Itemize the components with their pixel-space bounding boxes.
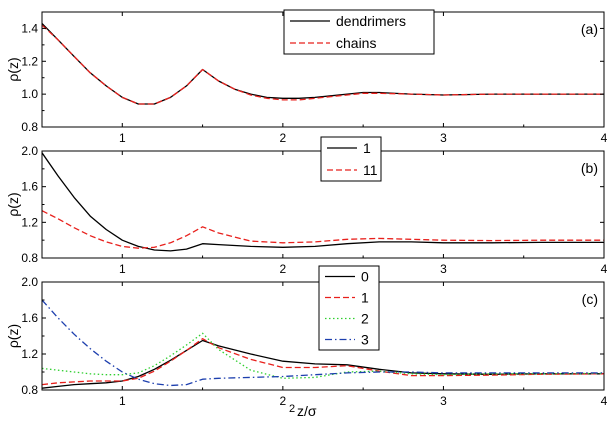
panel-0: 1 2 3 4 0.8 1.0 1.2 1.4 ρ(z) (a) dendrimers chains [5, 9, 608, 145]
x-tick-label-0-2: 3 [440, 131, 447, 145]
x-tick-label-0-1: 2 [280, 131, 287, 145]
series-line-2-3 [42, 299, 604, 387]
y-axis-label-2: ρ(z) [5, 324, 21, 348]
y-tick-label-1-2: 1.6 [21, 180, 38, 194]
panel-label-1: (b) [581, 160, 598, 176]
y-tick-label-2-1: 1.2 [21, 347, 38, 361]
y-tick-label-1-3: 2.0 [21, 144, 38, 158]
x-tick-label-1-0: 1 [119, 262, 126, 276]
y-axis-label-0: ρ(z) [5, 57, 21, 81]
x-tick-label-2-2: 3 [440, 394, 447, 408]
legend-label-1-0: 1 [363, 140, 371, 156]
x-tick-label-2-1: 2 [280, 394, 287, 408]
x-tick-label-2-3: 4 [601, 394, 608, 408]
y-tick-label-2-0: 0.8 [21, 383, 38, 397]
x-axis-label-prefix: 2 [289, 403, 295, 415]
x-tick-label-0-0: 1 [119, 131, 126, 145]
legend-2: 0 1 2 3 [318, 265, 380, 351]
legend-label-2-1: 1 [361, 290, 369, 306]
panel-label-2: (c) [582, 291, 598, 307]
legend-box-1 [320, 136, 382, 182]
y-tick-label-0-0: 0.8 [21, 120, 38, 134]
legend-label-0-0: dendrimers [336, 13, 406, 29]
x-tick-label-1-3: 4 [601, 262, 608, 276]
panel-1: 1 2 3 40.81.21.62.0ρ(z)(b)111 [5, 136, 608, 276]
x-tick-label-2-0: 1 [119, 394, 126, 408]
series-line-2-1 [42, 338, 604, 386]
x-tick-label-1-1: 2 [280, 262, 287, 276]
legend-label-0-1: chains [336, 35, 376, 51]
series-line-1-0 [42, 152, 604, 252]
x-axis-label: z/σ [297, 403, 317, 419]
series-line-2-2 [42, 332, 604, 379]
y-axis-label-1: ρ(z) [5, 192, 21, 216]
legend-box-2 [318, 265, 380, 351]
legend-1: 111 [320, 136, 382, 182]
y-tick-label-1-0: 0.8 [21, 251, 38, 265]
series-line-1-1 [42, 210, 604, 249]
legend-label-2-3: 3 [361, 332, 369, 348]
y-tick-label-0-2: 1.2 [21, 54, 38, 68]
series-line-0-1 [42, 24, 604, 105]
y-tick-label-1-1: 1.2 [21, 215, 38, 229]
legend-label-2-0: 0 [361, 269, 369, 285]
legend-box-0 [283, 9, 435, 55]
y-tick-label-2-3: 2.0 [21, 275, 38, 289]
x-tick-label-0-3: 4 [601, 131, 608, 145]
panel-2: 1 2 3 4 0.8 1.2 1.6 2.0 ρ(z) (c) 0 1 2 3 [5, 265, 608, 408]
y-tick-label-0-3: 1.4 [21, 21, 38, 35]
legend-label-1-1: 11 [363, 162, 378, 178]
panels-group: 1 2 3 40.81.01.21.4ρ(z)(a)dendrimerschains1… [5, 9, 608, 408]
x-tick-label-1-2: 3 [440, 262, 447, 276]
panel-label-0: (a) [581, 21, 598, 37]
y-tick-label-2-2: 1.6 [21, 311, 38, 325]
legend-0: dendrimers chains [283, 9, 435, 55]
y-tick-label-0-1: 1.0 [21, 87, 38, 101]
legend-label-2-2: 2 [361, 311, 369, 327]
